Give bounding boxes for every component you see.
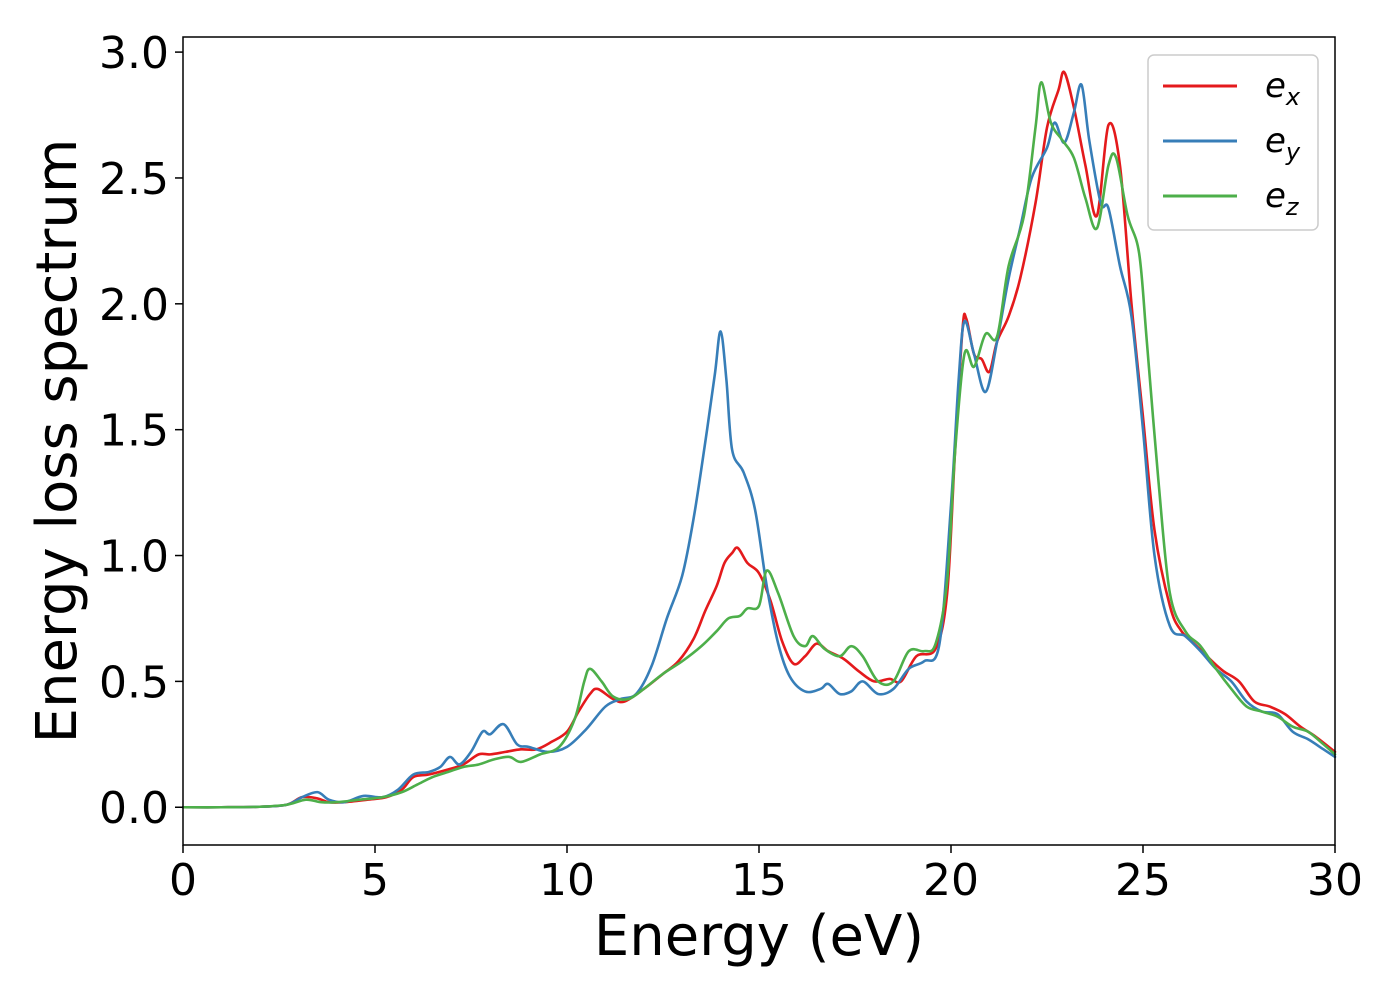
x-axis: 0 5 10 15 20 25 30	[169, 845, 1363, 906]
x-tick-label: 5	[361, 855, 389, 906]
y-axis: 0.0 0.5 1.0 1.5 2.0 2.5 3.0	[99, 28, 183, 834]
legend-label-base: e	[1265, 176, 1286, 216]
y-tick-label: 3.0	[99, 28, 169, 79]
y-tick-label: 2.5	[99, 154, 169, 205]
x-tick-label: 10	[539, 855, 595, 906]
y-tick-label: 1.5	[99, 406, 169, 457]
series-line-ey	[181, 82, 1337, 809]
x-tick-label: 0	[169, 855, 197, 906]
y-axis-label: Energy loss spectrum	[25, 139, 90, 744]
x-axis-label: Energy (eV)	[594, 904, 924, 969]
legend-label-subscript: x	[1285, 83, 1301, 111]
x-tick-label: 20	[923, 855, 979, 906]
x-tick-label: 25	[1115, 855, 1171, 906]
legend-label-base: e	[1265, 66, 1286, 106]
x-tick-label: 15	[731, 855, 787, 906]
legend-label: ez	[1265, 176, 1300, 221]
legend-label-subscript: y	[1285, 138, 1301, 166]
legend-label: ey	[1265, 121, 1301, 166]
x-tick-label: 30	[1307, 855, 1363, 906]
y-tick-label: 0.5	[99, 657, 169, 708]
y-tick-label: 1.0	[99, 532, 169, 583]
y-tick-label: 0.0	[99, 783, 169, 834]
legend-label: ex	[1265, 66, 1301, 111]
legend-label-base: e	[1265, 121, 1286, 161]
series-line-ez	[181, 81, 1337, 809]
series-layer	[181, 70, 1337, 809]
legend-label-subscript: z	[1285, 193, 1300, 221]
y-tick-label: 2.0	[99, 280, 169, 331]
